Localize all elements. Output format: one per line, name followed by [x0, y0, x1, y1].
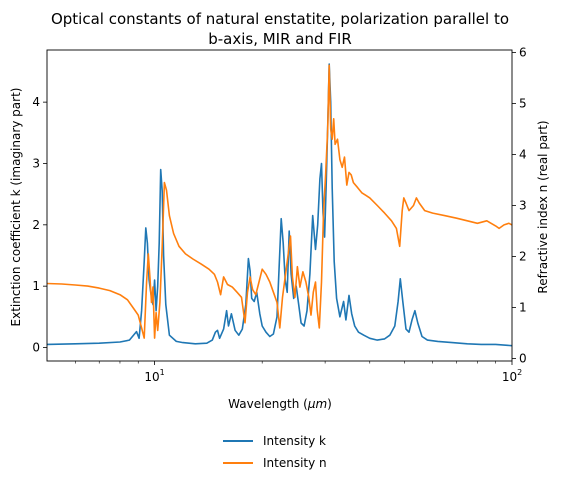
series-group — [46, 63, 513, 347]
y-left-tick-label: 0 — [32, 341, 40, 355]
series-line-n — [46, 64, 513, 339]
x-axis-label-prefix: Wavelength ( — [228, 397, 308, 411]
legend-label-n: Intensity n — [263, 456, 327, 470]
x-axis-label-mu: μm — [307, 397, 327, 411]
y-right-tick-label: 6 — [519, 46, 527, 60]
x-tick-label: 101 — [144, 368, 164, 384]
y-axis-label-right: Refractive index n (real part) — [536, 120, 550, 293]
chart-title-line2: b-axis, MIR and FIR — [208, 30, 352, 48]
legend-label-k: Intensity k — [263, 434, 326, 448]
x-axis-label: Wavelength (μm) — [228, 397, 332, 411]
y-right-tick-label: 0 — [519, 351, 527, 365]
y-left-tick-label: 1 — [32, 279, 40, 293]
y-right-tick-label: 2 — [519, 249, 527, 263]
y-axis-label-left: Extinction coefficient k (imaginary part… — [9, 88, 23, 327]
ticks-group: 101 102 0 1 2 3 4 0 1 2 3 4 5 6 — [32, 46, 526, 384]
y-right-tick-label: 5 — [519, 97, 527, 111]
y-right-tick-label: 1 — [519, 300, 527, 314]
y-left-tick-label: 2 — [32, 218, 40, 232]
y-right-tick-label: 3 — [519, 199, 527, 213]
legend: Intensity k Intensity n — [223, 434, 327, 470]
chart-title-line1: Optical constants of natural enstatite, … — [51, 10, 509, 28]
plot-frame — [46, 49, 513, 362]
y-left-tick-label: 3 — [32, 156, 40, 170]
x-tick-label: 102 — [502, 368, 522, 384]
series-line-k — [46, 63, 513, 347]
y-right-tick-label: 4 — [519, 148, 527, 162]
x-axis-label-suffix: ) — [327, 397, 332, 411]
y-left-tick-label: 4 — [32, 95, 40, 109]
